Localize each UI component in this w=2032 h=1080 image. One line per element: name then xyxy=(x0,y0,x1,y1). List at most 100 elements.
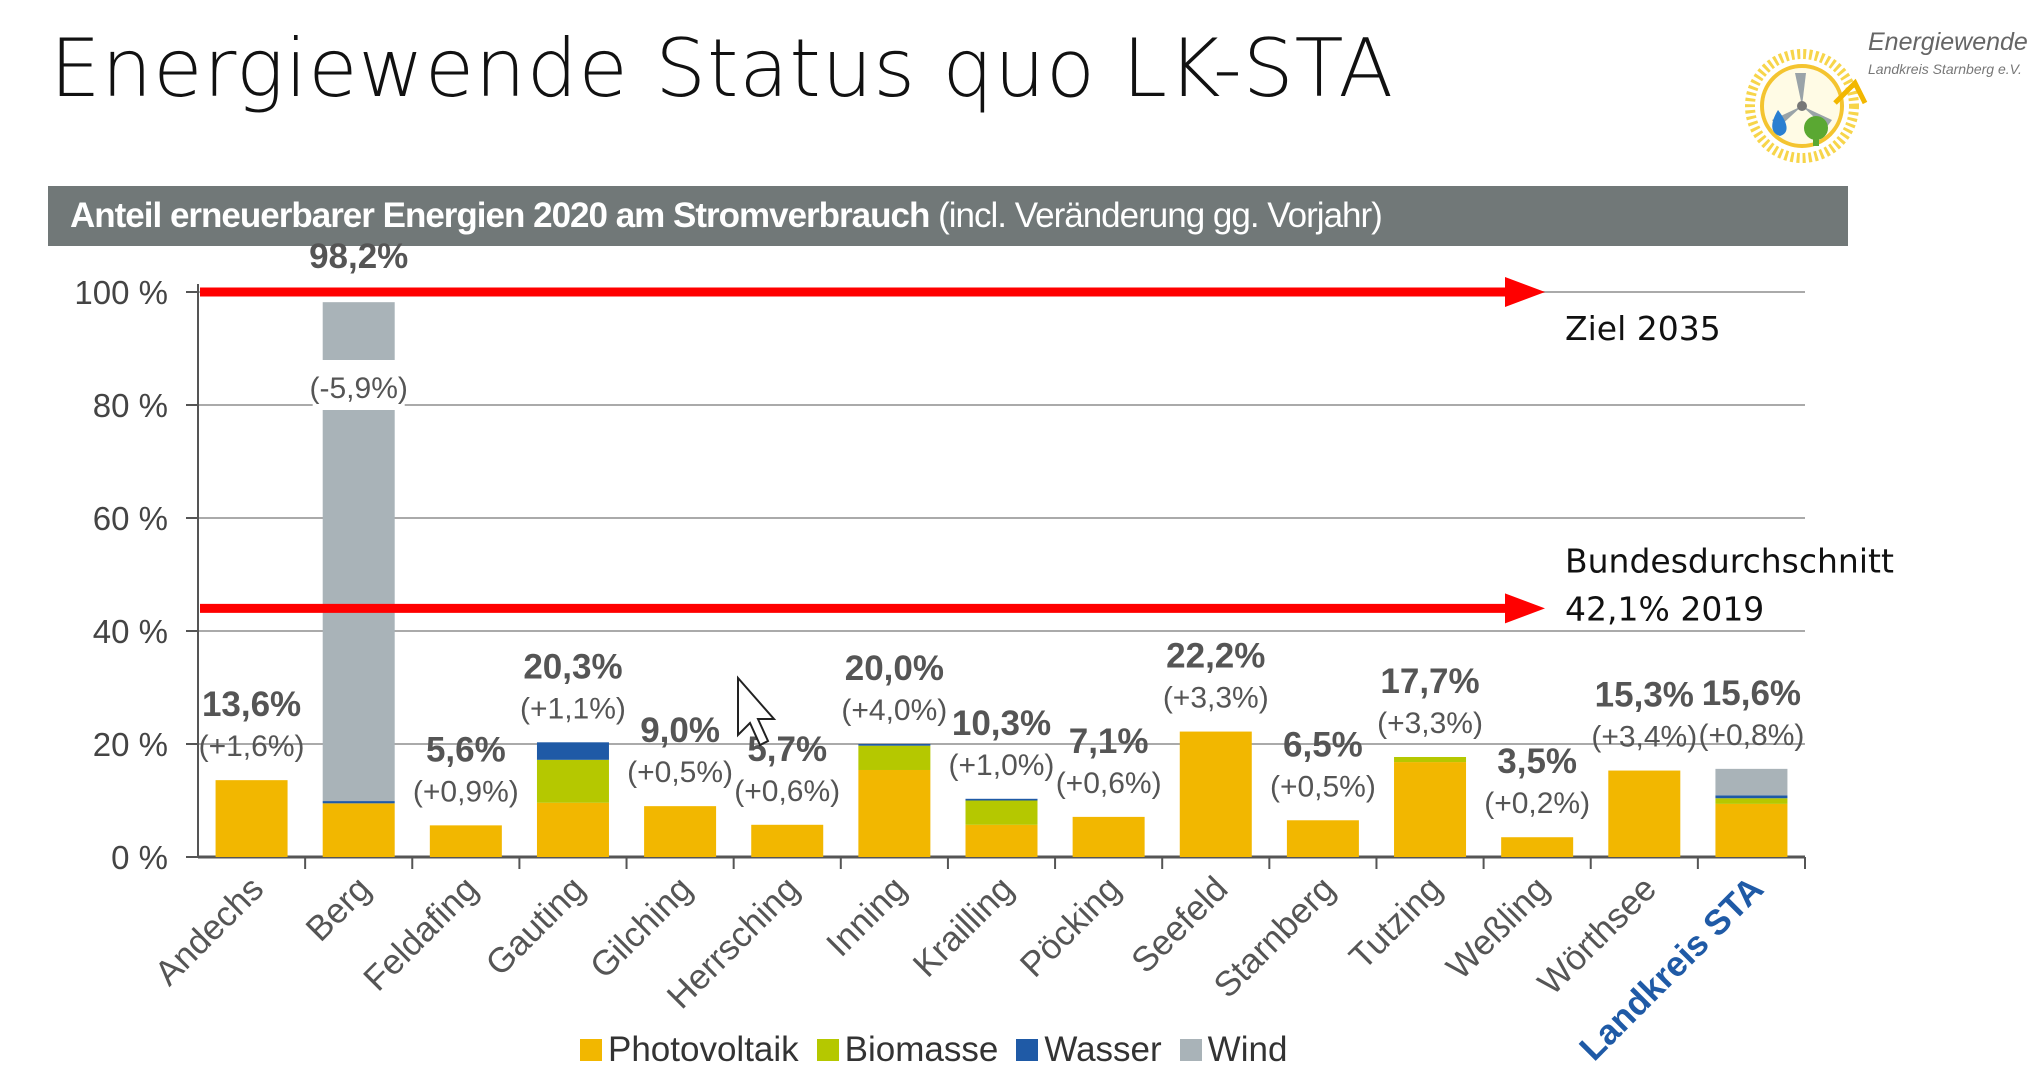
bar-segment-wasser xyxy=(322,801,395,804)
bar-change-label: (+0,5%) xyxy=(627,756,733,789)
bar-total-label: 20,3% xyxy=(523,647,622,686)
bar-segment-biomasse xyxy=(1715,798,1788,804)
bar-total-label: 5,6% xyxy=(426,730,506,769)
bar-segment-photovoltaik xyxy=(536,802,609,857)
bar-segment-wind xyxy=(1715,768,1788,796)
y-tick-label: 40 % xyxy=(93,613,168,650)
legend-item: Wasser xyxy=(1016,1030,1162,1070)
y-tick-label: 0 % xyxy=(111,839,168,876)
legend-swatch xyxy=(816,1039,839,1061)
bar-total-label: 9,0% xyxy=(640,711,720,750)
slide-title: Energiewende Status quo LK-STA xyxy=(50,22,1395,115)
reference-label: Ziel 2035 xyxy=(1565,309,1721,348)
chart-legend: Photovoltaik Biomasse Wasser Wind xyxy=(580,1030,1287,1070)
bar-total-label: 22,2% xyxy=(1166,637,1265,676)
bar-segment-photovoltaik xyxy=(429,825,502,857)
bar-segment-photovoltaik xyxy=(1179,731,1252,857)
bar-change-label: (+3,3%) xyxy=(1377,707,1483,740)
bar-total-label: 10,3% xyxy=(952,704,1051,743)
bar-segment-wasser xyxy=(1715,795,1788,799)
legend-swatch xyxy=(580,1039,602,1061)
bar-segment-biomasse xyxy=(1394,756,1467,763)
bar-change-label: (-5,9%) xyxy=(310,372,408,405)
bar-total-label: 6,5% xyxy=(1283,725,1363,764)
legend-label: Wasser xyxy=(1044,1030,1162,1069)
bar-segment-photovoltaik xyxy=(858,769,931,857)
bar-segment-photovoltaik xyxy=(644,806,717,857)
y-tick-label: 20 % xyxy=(93,726,168,763)
bar-total-label: 7,1% xyxy=(1069,722,1149,761)
y-tick-label: 80 % xyxy=(93,387,168,424)
bar-segment-photovoltaik xyxy=(215,780,288,857)
bar-total-label: 17,7% xyxy=(1380,662,1479,701)
legend-item: Wind xyxy=(1179,1030,1288,1070)
category-label: Feldafing xyxy=(356,869,485,998)
bar-change-label: (+0,6%) xyxy=(1056,767,1162,800)
category-label: Inning xyxy=(819,869,914,964)
logo-subtitle: Landkreis Starnberg e.V. xyxy=(1868,61,2022,77)
bar-total-label: 13,6% xyxy=(202,685,301,724)
reference-label: Bundesdurchschnitt xyxy=(1565,541,1894,580)
bar-segment-biomasse xyxy=(858,745,931,770)
bar-change-label: (+3,4%) xyxy=(1591,721,1697,754)
category-label: Andechs xyxy=(147,869,271,993)
chart-header-light: (incl. Veränderung gg. Vorjahr) xyxy=(938,196,1383,235)
bar-segment-photovoltaik xyxy=(1072,816,1145,857)
bar-segment-wasser xyxy=(965,798,1038,801)
bar-change-label: (+4,0%) xyxy=(841,694,947,727)
bar-total-label: 15,6% xyxy=(1702,674,1801,713)
legend-item: Biomasse xyxy=(816,1030,999,1070)
legend-label: Biomasse xyxy=(844,1030,999,1069)
mouse-cursor-icon xyxy=(737,675,777,747)
bar-change-label: (+1,6%) xyxy=(199,730,305,763)
energiewende-logo: Energiewende Landkreis Starnberg e.V. xyxy=(1740,28,2030,168)
bar-change-label: (+1,0%) xyxy=(949,749,1055,782)
bar-total-label: 3,5% xyxy=(1497,742,1577,781)
legend-label: Wind xyxy=(1207,1030,1288,1069)
bar-segment-biomasse xyxy=(536,759,609,803)
bar-change-label: (+1,1%) xyxy=(520,692,626,725)
legend-swatch xyxy=(1179,1039,1202,1061)
category-label: Gauting xyxy=(478,869,592,983)
category-label: Seefeld xyxy=(1124,869,1236,981)
category-label: Tutzing xyxy=(1342,869,1450,977)
reference-arrowhead xyxy=(1505,593,1545,624)
legend-label: Photovoltaik xyxy=(608,1030,799,1069)
bar-segment-photovoltaik xyxy=(1394,762,1467,857)
bar-total-label: 98,2% xyxy=(309,237,408,276)
bar-segment-wasser xyxy=(536,742,609,760)
logo-title: Energiewende xyxy=(1868,28,2028,56)
bar-change-label: (+0,6%) xyxy=(734,775,840,808)
category-label: Pöcking xyxy=(1013,869,1129,985)
sun-turbine-logo-icon xyxy=(1745,49,1868,163)
y-tick-label: 100 % xyxy=(74,274,168,311)
bar-segment-photovoltaik xyxy=(1715,803,1788,857)
label-backdrop xyxy=(312,360,405,410)
bar-segment-photovoltaik xyxy=(1608,770,1681,857)
bar-total-label: 15,3% xyxy=(1595,676,1694,715)
reference-label: 42,1% 2019 xyxy=(1565,589,1764,628)
legend-item: Photovoltaik xyxy=(580,1030,799,1070)
bar-segment-photovoltaik xyxy=(1501,837,1574,857)
bar-change-label: (+3,3%) xyxy=(1163,682,1269,715)
bar-segment-wasser xyxy=(858,744,931,746)
legend-swatch xyxy=(1016,1039,1039,1061)
category-label: Krailling xyxy=(906,869,1022,985)
bar-change-label: (+0,9%) xyxy=(413,775,519,808)
bar-segment-photovoltaik xyxy=(751,824,824,857)
y-tick-label: 60 % xyxy=(93,500,168,537)
bar-change-label: (+0,8%) xyxy=(1698,719,1804,752)
bar-segment-photovoltaik xyxy=(1286,820,1359,857)
bar-change-label: (+0,5%) xyxy=(1270,770,1376,803)
bar-total-label: 20,0% xyxy=(845,649,944,688)
chart-header: Anteil erneuerbarer Energien 2020 am Str… xyxy=(48,186,1848,246)
bar-segment-photovoltaik xyxy=(965,824,1038,857)
category-label: Berg xyxy=(298,869,378,949)
reference-arrowhead xyxy=(1505,277,1545,307)
bar-segment-photovoltaik xyxy=(322,803,395,857)
bar-change-label: (+0,2%) xyxy=(1484,787,1590,820)
category-label: Landkreis STA xyxy=(1572,869,1771,1068)
chart-header-bold: Anteil erneuerbarer Energien 2020 am Str… xyxy=(70,196,930,235)
bar-segment-biomasse xyxy=(965,800,1038,825)
